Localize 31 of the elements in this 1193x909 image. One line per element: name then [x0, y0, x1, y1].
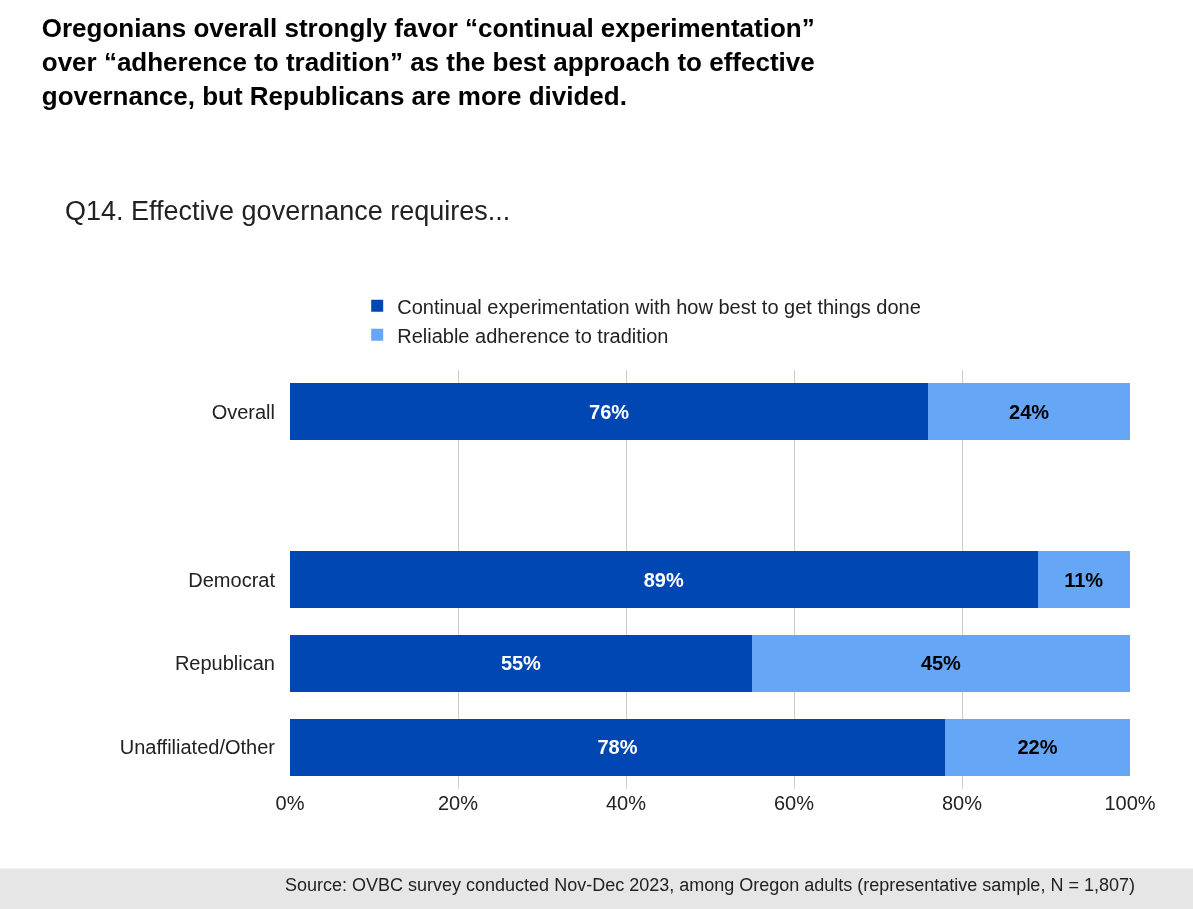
- y-tick-label: Republican: [174, 652, 275, 675]
- bar: [1037, 551, 1130, 608]
- bar: [928, 383, 1130, 441]
- data-label: 55%: [500, 652, 542, 675]
- x-tick-label: 60%: [773, 792, 815, 814]
- data-label: 11%: [1064, 568, 1104, 591]
- x-tick-label: 80%: [941, 792, 983, 814]
- bar: [290, 634, 752, 692]
- y-tick-label: Unaffiliated/Other: [119, 736, 276, 759]
- data-label: 45%: [920, 652, 962, 675]
- chart-subtitle: Q14. Effective governance requires...: [65, 196, 511, 226]
- x-tick-label: 20%: [437, 792, 479, 814]
- x-tick-label: 40%: [605, 792, 647, 814]
- bar: [290, 383, 929, 441]
- y-tick-label: Overall: [211, 400, 275, 423]
- data-label: 22%: [1017, 736, 1058, 759]
- x-tick-label: 0%: [275, 792, 305, 814]
- data-label: 89%: [643, 568, 684, 591]
- chart-title: Oregonians overall strongly favor “continual experimentation” over “adherence to tradition” as the best approach to effective governance, but Republicans are more divided.: [41, 12, 815, 111]
- y-tick-label: Democrat: [188, 568, 276, 591]
- x-tick-label: 100%: [1104, 792, 1156, 814]
- bar: [290, 551, 1038, 608]
- data-label: 24%: [1009, 400, 1050, 423]
- bar: [290, 718, 946, 776]
- legend-label: Continual experimentation with how best to get things done: [397, 295, 921, 318]
- bar: [752, 634, 1130, 692]
- bar: [945, 718, 1130, 776]
- data-label: 76%: [589, 400, 630, 423]
- legend-label: Reliable adherence to tradition: [397, 324, 669, 347]
- data-label: 78%: [597, 736, 638, 759]
- source-note: Source: OVBC survey conducted Nov-Dec 2023, among Oregon adults (representative sample, N = 1,807): [285, 875, 1135, 895]
